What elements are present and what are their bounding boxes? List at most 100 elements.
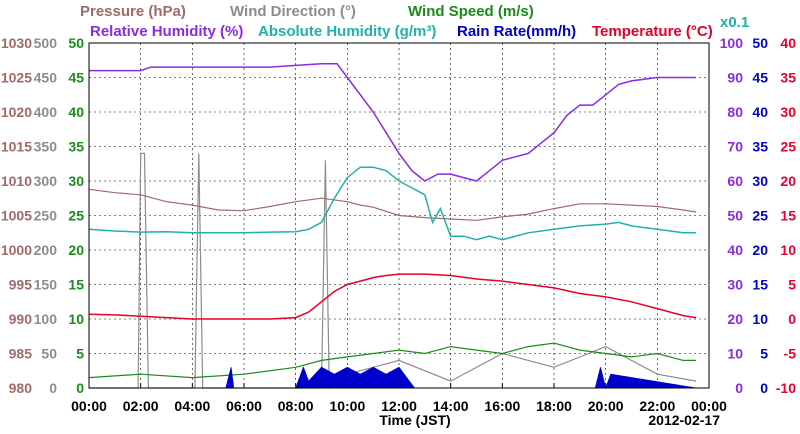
x-tick-label: 00:00 <box>691 398 727 414</box>
tick-label-wind-speed: 20 <box>68 242 84 258</box>
series-wind-speed-m-s <box>88 342 697 379</box>
series-temperature-c <box>88 273 697 320</box>
left-axes: 1030102510201015101010051000995990985980… <box>1 35 84 396</box>
tick-label-rain-rate: 45 <box>752 70 768 86</box>
tick-label-rain-rate: 0 <box>760 380 768 396</box>
tick-label-rain-rate: 40 <box>752 104 768 120</box>
x-tick-label: 00:00 <box>71 398 107 414</box>
tick-label-temperature: 30 <box>780 104 796 120</box>
tick-label-relative-humidity: 20 <box>727 311 743 327</box>
x-tick-label: 04:00 <box>174 398 210 414</box>
title-relative-humidity: Relative Humidity (%) <box>90 23 243 40</box>
tick-label-wind-direction: 500 <box>34 35 58 51</box>
tick-label-relative-humidity: 0 <box>735 380 743 396</box>
tick-label-wind-direction: 300 <box>34 173 58 189</box>
plot-frame <box>88 42 710 389</box>
tick-label-wind-direction: 450 <box>34 70 58 86</box>
tick-label-rain-rate: 25 <box>752 208 768 224</box>
tick-label-temperature: -5 <box>784 346 797 362</box>
tick-label-rain-rate: 20 <box>752 242 768 258</box>
tick-label-temperature: 10 <box>780 242 796 258</box>
series-absolute-humidity-g-m-x0-1 <box>88 166 697 241</box>
tick-label-wind-direction: 100 <box>34 311 58 327</box>
x-tick-label: 12:00 <box>381 398 417 414</box>
tick-label-pressure: 980 <box>9 380 33 396</box>
tick-label-wind-direction: 250 <box>34 208 58 224</box>
title-x01-scale: x0.1 <box>720 14 749 31</box>
tick-label-relative-humidity: 70 <box>727 139 743 155</box>
series-wind-direction <box>89 152 697 390</box>
tick-label-rain-rate: 35 <box>752 139 768 155</box>
tick-label-pressure: 1005 <box>1 208 32 224</box>
x-tick-label: 06:00 <box>226 398 262 414</box>
tick-label-wind-speed: 25 <box>68 208 84 224</box>
tick-label-relative-humidity: 50 <box>727 208 743 224</box>
tick-label-pressure: 1020 <box>1 104 32 120</box>
tick-label-relative-humidity: 90 <box>727 70 743 86</box>
x-tick-label: 20:00 <box>588 398 624 414</box>
tick-label-pressure: 1030 <box>1 35 32 51</box>
tick-label-temperature: 25 <box>780 139 796 155</box>
tick-label-temperature: 5 <box>788 277 796 293</box>
x-tick-label: 10:00 <box>329 398 365 414</box>
tick-label-pressure: 1000 <box>1 242 32 258</box>
tick-label-temperature: 0 <box>788 311 796 327</box>
tick-label-relative-humidity: 30 <box>727 277 743 293</box>
x-tick-label: 14:00 <box>433 398 469 414</box>
tick-label-wind-speed: 40 <box>68 104 84 120</box>
x-tick-label: 08:00 <box>278 398 314 414</box>
tick-label-rain-rate: 50 <box>752 35 768 51</box>
tick-label-wind-direction: 350 <box>34 139 58 155</box>
series-pressure-hpa <box>88 188 697 221</box>
tick-label-temperature: 15 <box>780 208 796 224</box>
title-wind-speed: Wind Speed (m/s) <box>408 3 534 20</box>
title-rain-rate: Rain Rate(mm/h) <box>457 23 576 40</box>
tick-label-wind-speed: 35 <box>68 139 84 155</box>
tick-label-rain-rate: 5 <box>760 346 768 362</box>
x-tick-label: 02:00 <box>123 398 159 414</box>
tick-label-wind-speed: 0 <box>76 380 84 396</box>
title-absolute-humidity: Absolute Humidity (g/m³) <box>258 23 436 40</box>
tick-label-wind-direction: 200 <box>34 242 58 258</box>
tick-label-temperature: -10 <box>776 380 796 396</box>
tick-label-wind-speed: 15 <box>68 277 84 293</box>
tick-label-rain-rate: 15 <box>752 277 768 293</box>
x-axis-label: Time (JST) <box>379 412 450 428</box>
right-axes: 1009080706050403020100504540353025201510… <box>720 35 797 396</box>
tick-label-rain-rate: 30 <box>752 173 768 189</box>
tick-label-relative-humidity: 60 <box>727 173 743 189</box>
tick-label-relative-humidity: 10 <box>727 346 743 362</box>
tick-label-temperature: 35 <box>780 70 796 86</box>
tick-label-wind-speed: 45 <box>68 70 84 86</box>
tick-label-wind-speed: 10 <box>68 311 84 327</box>
chart-date: 2012-02-17 <box>648 412 720 428</box>
tick-label-pressure: 985 <box>9 346 33 362</box>
title-temperature: Temperature (°C) <box>592 23 713 40</box>
tick-label-wind-speed: 5 <box>76 346 84 362</box>
tick-label-wind-direction: 150 <box>34 277 58 293</box>
tick-label-relative-humidity: 100 <box>720 35 744 51</box>
tick-label-pressure: 995 <box>9 277 33 293</box>
x-tick-label: 22:00 <box>639 398 675 414</box>
tick-label-pressure: 1010 <box>1 173 32 189</box>
tick-label-temperature: 20 <box>780 173 796 189</box>
title-pressure: Pressure (hPa) <box>80 3 186 20</box>
x-tick-label: 18:00 <box>536 398 572 414</box>
x-tick-label: 16:00 <box>484 398 520 414</box>
tick-label-relative-humidity: 40 <box>727 242 743 258</box>
tick-label-wind-direction: 400 <box>34 104 58 120</box>
tick-label-pressure: 990 <box>9 311 33 327</box>
tick-label-wind-direction: 50 <box>41 346 57 362</box>
tick-label-wind-direction: 0 <box>49 380 57 396</box>
series-relative-humidity <box>89 62 697 182</box>
tick-label-temperature: 40 <box>780 35 796 51</box>
tick-label-relative-humidity: 80 <box>727 104 743 120</box>
tick-label-pressure: 1015 <box>1 139 32 155</box>
tick-label-wind-speed: 50 <box>68 35 84 51</box>
tick-label-rain-rate: 10 <box>752 311 768 327</box>
title-wind-direction: Wind Direction (°) <box>230 3 356 20</box>
tick-label-pressure: 1025 <box>1 70 32 86</box>
